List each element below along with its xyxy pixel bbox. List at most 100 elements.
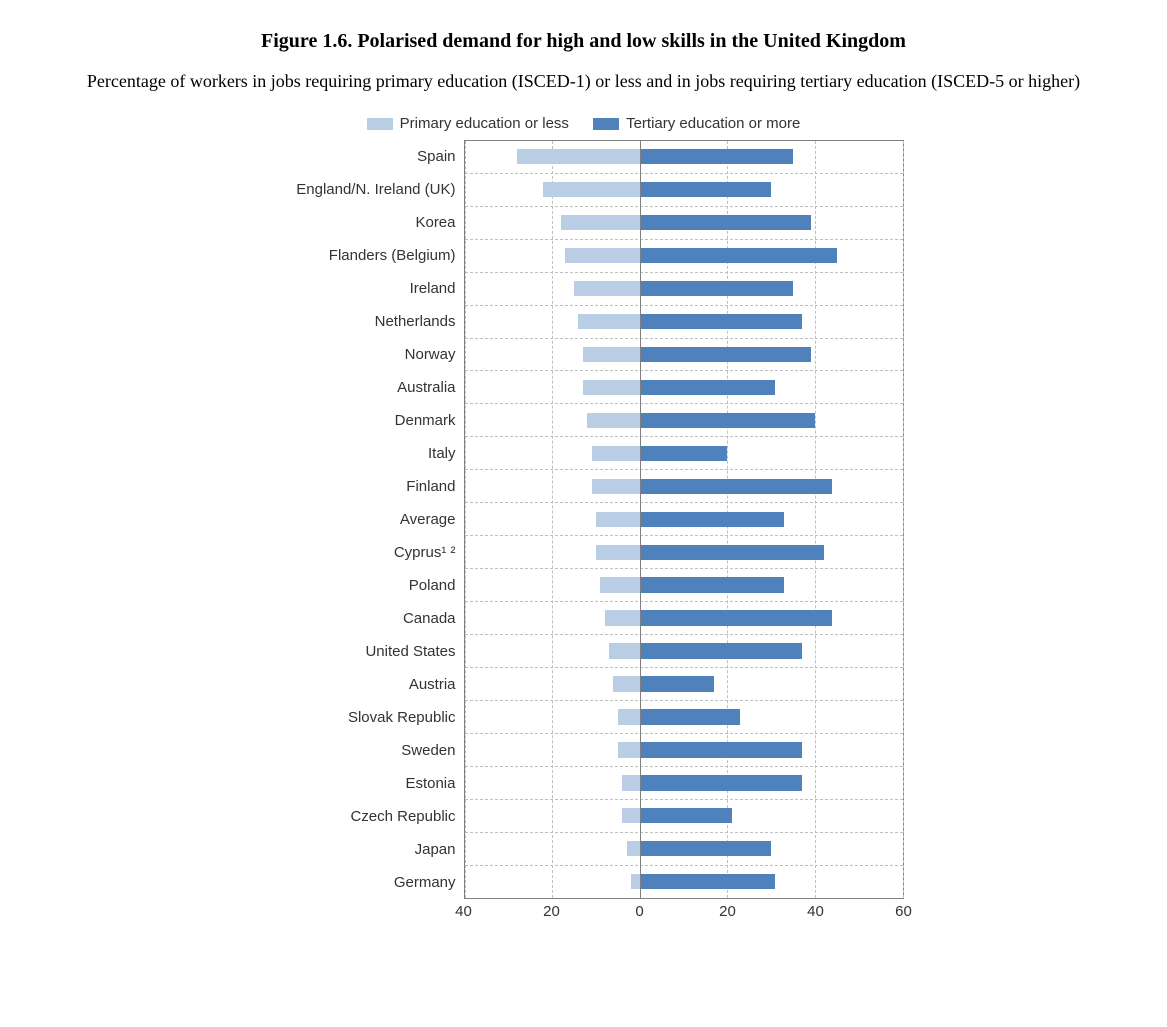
- bar-row: [465, 306, 903, 339]
- legend: Primary education or less Tertiary educa…: [264, 115, 904, 134]
- bar-primary: [622, 775, 640, 790]
- plot-area: [464, 140, 904, 899]
- figure-title: Figure 1.6. Polarised demand for high an…: [40, 30, 1127, 53]
- bar-row: [465, 404, 903, 437]
- bar-row: [465, 833, 903, 866]
- bar-tertiary: [640, 610, 833, 625]
- bar-primary: [517, 149, 640, 164]
- bar-tertiary: [640, 643, 802, 658]
- bar-tertiary: [640, 742, 802, 757]
- bar-row: [465, 602, 903, 635]
- bar-row: [465, 866, 903, 898]
- bar-row: [465, 339, 903, 372]
- bar-row: [465, 371, 903, 404]
- bar-tertiary: [640, 149, 793, 164]
- bar-tertiary: [640, 709, 741, 724]
- bar-primary: [609, 643, 640, 658]
- bar-primary: [596, 545, 640, 560]
- category-label: Average: [264, 503, 464, 536]
- legend-item-primary: Primary education or less: [367, 115, 569, 132]
- bar-tertiary: [640, 347, 811, 362]
- category-label: Sweden: [264, 734, 464, 767]
- zero-line: [640, 141, 641, 898]
- y-axis-labels: SpainEngland/N. Ireland (UK)KoreaFlander…: [264, 140, 464, 899]
- bar-primary: [561, 215, 640, 230]
- category-label: United States: [264, 635, 464, 668]
- bar-row: [465, 701, 903, 734]
- category-label: Finland: [264, 470, 464, 503]
- category-label: Slovak Republic: [264, 701, 464, 734]
- bar-row: [465, 174, 903, 207]
- bar-tertiary: [640, 808, 732, 823]
- chart-container: Primary education or less Tertiary educa…: [264, 115, 904, 925]
- category-label: Germany: [264, 866, 464, 899]
- bar-primary: [618, 709, 640, 724]
- bar-row: [465, 569, 903, 602]
- bar-primary: [574, 281, 640, 296]
- bar-row: [465, 536, 903, 569]
- bar-primary: [583, 347, 640, 362]
- bar-tertiary: [640, 314, 802, 329]
- category-label: Canada: [264, 602, 464, 635]
- bar-primary: [631, 874, 640, 889]
- category-label: England/N. Ireland (UK): [264, 173, 464, 206]
- bar-tertiary: [640, 479, 833, 494]
- category-label: Netherlands: [264, 305, 464, 338]
- category-label: Austria: [264, 668, 464, 701]
- x-tick-label: 60: [895, 903, 912, 920]
- bar-row: [465, 273, 903, 306]
- bar-primary: [543, 182, 639, 197]
- category-label: Australia: [264, 371, 464, 404]
- bar-primary: [583, 380, 640, 395]
- bar-primary: [565, 248, 639, 263]
- legend-swatch-primary: [367, 118, 393, 130]
- bar-row: [465, 240, 903, 273]
- bar-tertiary: [640, 676, 714, 691]
- bar-row: [465, 734, 903, 767]
- bar-row: [465, 207, 903, 240]
- bar-primary: [592, 446, 640, 461]
- bar-row: [465, 437, 903, 470]
- category-label: Ireland: [264, 272, 464, 305]
- bar-tertiary: [640, 248, 837, 263]
- bar-tertiary: [640, 577, 785, 592]
- x-tick-label: 40: [807, 903, 824, 920]
- bar-tertiary: [640, 446, 728, 461]
- x-tick-label: 20: [543, 903, 560, 920]
- figure-subtitle: Percentage of workers in jobs requiring …: [40, 69, 1127, 93]
- category-label: Denmark: [264, 404, 464, 437]
- bar-row: [465, 141, 903, 174]
- bar-row: [465, 470, 903, 503]
- bar-tertiary: [640, 545, 824, 560]
- category-label: Japan: [264, 833, 464, 866]
- bar-row: [465, 668, 903, 701]
- bar-tertiary: [640, 512, 785, 527]
- legend-swatch-tertiary: [593, 118, 619, 130]
- bar-primary: [596, 512, 640, 527]
- bar-primary: [578, 314, 639, 329]
- bar-primary: [592, 479, 640, 494]
- bar-tertiary: [640, 215, 811, 230]
- bar-primary: [618, 742, 640, 757]
- bar-primary: [613, 676, 639, 691]
- x-tick-label: 20: [719, 903, 736, 920]
- bar-row: [465, 503, 903, 536]
- category-label: Czech Republic: [264, 800, 464, 833]
- bar-primary: [587, 413, 640, 428]
- category-label: Poland: [264, 569, 464, 602]
- category-label: Cyprus¹ ²: [264, 536, 464, 569]
- bar-row: [465, 767, 903, 800]
- bar-tertiary: [640, 775, 802, 790]
- bar-primary: [627, 841, 640, 856]
- bar-tertiary: [640, 182, 771, 197]
- bar-tertiary: [640, 380, 776, 395]
- gridline: [903, 141, 904, 898]
- x-axis: 40200204060: [464, 899, 904, 925]
- bar-tertiary: [640, 874, 776, 889]
- legend-item-tertiary: Tertiary education or more: [593, 115, 800, 132]
- category-label: Italy: [264, 437, 464, 470]
- legend-label-primary: Primary education or less: [400, 115, 569, 132]
- category-label: Norway: [264, 338, 464, 371]
- x-tick-label: 0: [635, 903, 643, 920]
- category-label: Flanders (Belgium): [264, 239, 464, 272]
